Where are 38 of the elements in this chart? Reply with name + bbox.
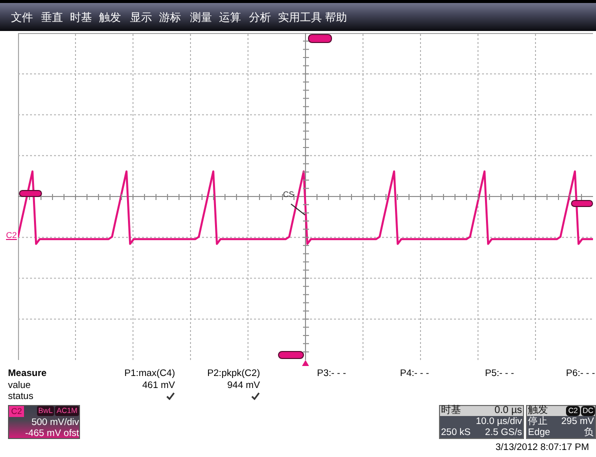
text: 3/13/2012 8:07:17 PM <box>494 442 589 453</box>
text: value <box>8 380 31 391</box>
text: 运算 <box>219 11 241 25</box>
text: 0.0 µs <box>494 405 522 416</box>
text: 944 mV <box>226 380 260 391</box>
text: 游标 <box>159 11 181 25</box>
text: 触发 <box>528 405 548 416</box>
text: P4:- - - <box>400 368 430 379</box>
text: 帮助 <box>325 11 347 25</box>
series-label: C2 <box>6 230 17 240</box>
text: 时基 <box>70 11 92 25</box>
text: P1:max(C4) <box>123 368 175 379</box>
text: 500 mV/div <box>30 417 79 428</box>
text: Measure <box>8 368 47 379</box>
text: 461 mV <box>141 380 175 391</box>
text: 时基 <box>441 405 461 416</box>
text: -465 mV ofst <box>24 428 79 439</box>
text: 250 kS <box>441 427 471 438</box>
text: P2:pkpk(C2) <box>206 368 260 379</box>
text: 垂直 <box>41 11 63 25</box>
text: C2 <box>9 406 24 417</box>
text: 负 <box>583 427 594 438</box>
text: 10.0 µs/div <box>474 416 522 427</box>
text: 停止 <box>528 416 548 427</box>
text: 测量 <box>190 11 212 25</box>
text: 实用工具 <box>278 11 322 25</box>
text: status <box>8 391 34 402</box>
annotation: CS <box>283 190 294 199</box>
text: P6:- - - <box>566 368 596 379</box>
text: P5:- - - <box>485 368 514 379</box>
text: 文件 <box>11 11 33 25</box>
text: 分析 <box>249 11 271 25</box>
text: Edge <box>528 427 550 438</box>
text: P3:- - - <box>317 368 346 379</box>
text: 2.5 GS/s <box>484 427 522 438</box>
text: 触发 <box>99 11 121 25</box>
text: 显示 <box>130 11 152 25</box>
text: 295 mV <box>560 416 594 427</box>
